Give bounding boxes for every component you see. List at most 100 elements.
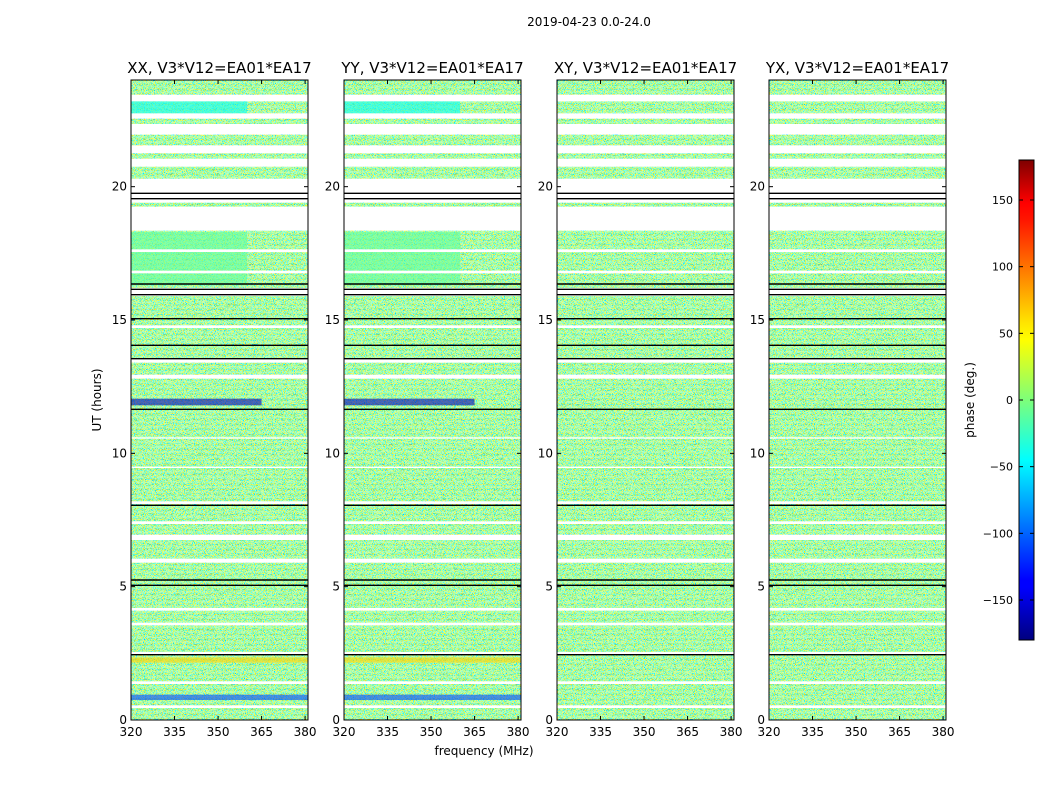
y-tick-label: 15 bbox=[112, 313, 127, 327]
flagged-gap bbox=[769, 325, 946, 328]
flagged-gap bbox=[557, 558, 734, 563]
flagged-gap bbox=[344, 521, 521, 524]
flagged-gap bbox=[344, 94, 521, 102]
coherent-phase-band bbox=[131, 694, 308, 700]
flagged-gap bbox=[769, 113, 946, 119]
colorbar-tick-label: −150 bbox=[983, 594, 1013, 607]
y-tick-label: 20 bbox=[112, 180, 127, 194]
x-tick-label: 380 bbox=[720, 725, 743, 739]
flagged-gap bbox=[557, 608, 734, 611]
flagged-gap bbox=[769, 534, 946, 540]
flagged-gap bbox=[344, 622, 521, 626]
x-tick-label: 380 bbox=[932, 725, 955, 739]
figure-title: 2019-04-23 0.0-24.0 bbox=[527, 15, 651, 29]
y-tick-label: 15 bbox=[325, 313, 340, 327]
flagged-gap bbox=[344, 501, 521, 504]
plot-frame bbox=[130, 79, 309, 721]
flagged-gap bbox=[769, 652, 946, 655]
plot-frame bbox=[556, 79, 735, 721]
colorbar-tick-label: 150 bbox=[992, 194, 1013, 207]
x-tick-label: 335 bbox=[163, 725, 186, 739]
coherent-phase-band bbox=[131, 96, 248, 118]
flagged-gap bbox=[769, 466, 946, 468]
flagged-gap bbox=[557, 705, 734, 708]
flagged-gap bbox=[344, 705, 521, 708]
plot-frame bbox=[768, 79, 947, 721]
y-tick-label: 5 bbox=[119, 580, 127, 594]
flagged-gap bbox=[344, 249, 521, 252]
flagged-gap bbox=[769, 705, 946, 708]
flagged-gap bbox=[344, 608, 521, 611]
flagged-gap bbox=[769, 288, 946, 296]
flagged-gap bbox=[344, 437, 521, 439]
x-tick-label: 365 bbox=[888, 725, 911, 739]
flagged-gap bbox=[769, 249, 946, 252]
x-tick-label: 350 bbox=[845, 725, 868, 739]
coherent-phase-band bbox=[344, 657, 521, 663]
flagged-gap bbox=[769, 608, 946, 611]
flagged-gap bbox=[131, 622, 308, 626]
coherent-phase-band bbox=[344, 232, 461, 286]
flagged-gap bbox=[557, 466, 734, 468]
flagged-gap bbox=[131, 358, 308, 363]
coherent-phase-band bbox=[344, 694, 521, 700]
flagged-gap bbox=[557, 249, 734, 252]
x-tick-label: 380 bbox=[507, 725, 530, 739]
flagged-gap bbox=[769, 681, 946, 684]
flagged-gap bbox=[344, 534, 521, 540]
x-tick-label: 365 bbox=[463, 725, 486, 739]
flagged-gap bbox=[769, 270, 946, 274]
x-axis-label: frequency (MHz) bbox=[434, 744, 533, 758]
colorbar: −150 −100 −50 0 50 100 150 phase (deg.) bbox=[963, 159, 1035, 641]
flagged-gap bbox=[344, 358, 521, 363]
panel-title: YX, V3*V12=EA01*EA17 bbox=[765, 59, 949, 77]
x-tick-label: 350 bbox=[633, 725, 656, 739]
y-tick-label: 20 bbox=[538, 180, 553, 194]
flagged-gap bbox=[557, 501, 734, 504]
panels: XX, V3*V12=EA01*EA17 320 335 350 365 380 0 5 10 1… bbox=[112, 59, 955, 739]
flagged-gap bbox=[557, 437, 734, 439]
flagged-gap bbox=[769, 622, 946, 626]
flagged-gap bbox=[131, 94, 308, 102]
flagged-gap bbox=[131, 124, 308, 135]
flagged-gap bbox=[557, 270, 734, 274]
flagged-gap bbox=[131, 145, 308, 154]
y-tick-label: 0 bbox=[545, 713, 553, 727]
flagged-gap bbox=[344, 652, 521, 655]
flagged-gap bbox=[131, 652, 308, 655]
flagged-gap bbox=[557, 622, 734, 626]
flagged-gap bbox=[131, 466, 308, 468]
x-tick-label: 335 bbox=[589, 725, 612, 739]
flagged-gap bbox=[131, 521, 308, 524]
x-tick-label: 380 bbox=[294, 725, 317, 739]
flagged-gap bbox=[344, 206, 521, 231]
y-tick-label: 20 bbox=[750, 180, 765, 194]
flagged-gap bbox=[344, 374, 521, 379]
y-tick-label: 15 bbox=[750, 313, 765, 327]
coherent-phase-band bbox=[131, 657, 308, 663]
panel-yy: YY, V3*V12=EA01*EA17 320 335 350 365 380 0 5 10 1… bbox=[325, 59, 530, 739]
flagged-gap bbox=[131, 249, 308, 252]
flagged-gap bbox=[344, 325, 521, 328]
y-tick-label: 0 bbox=[757, 713, 765, 727]
x-tick-label: 320 bbox=[120, 725, 143, 739]
flagged-gap bbox=[769, 94, 946, 102]
colorbar-tick-label: −50 bbox=[990, 461, 1013, 474]
flagged-gap bbox=[344, 145, 521, 154]
y-tick-label: 10 bbox=[112, 446, 127, 460]
flagged-gap bbox=[769, 145, 946, 154]
flagged-gap bbox=[557, 145, 734, 154]
x-tick-label: 365 bbox=[676, 725, 699, 739]
flagged-gap bbox=[769, 124, 946, 135]
y-tick-label: 5 bbox=[757, 580, 765, 594]
flagged-gap bbox=[344, 558, 521, 563]
flagged-gap bbox=[344, 124, 521, 135]
flagged-gap bbox=[131, 501, 308, 504]
flagged-gap bbox=[769, 374, 946, 379]
colorbar-tick-label: 0 bbox=[1006, 394, 1013, 407]
flagged-gap bbox=[769, 358, 946, 363]
flagged-gap bbox=[557, 124, 734, 135]
flagged-gap bbox=[131, 681, 308, 684]
flagged-gap bbox=[131, 206, 308, 231]
flagged-gap bbox=[557, 358, 734, 363]
